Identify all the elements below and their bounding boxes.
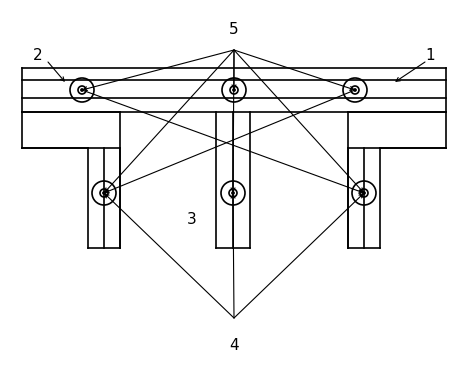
Text: 4: 4	[229, 337, 239, 352]
Text: 5: 5	[229, 22, 239, 37]
Circle shape	[102, 191, 105, 194]
Circle shape	[233, 89, 235, 92]
Text: 2: 2	[33, 48, 43, 63]
Text: 1: 1	[425, 48, 435, 63]
Text: 3: 3	[187, 213, 197, 228]
Circle shape	[363, 191, 366, 194]
Circle shape	[232, 191, 234, 194]
Circle shape	[353, 89, 357, 92]
Circle shape	[80, 89, 83, 92]
